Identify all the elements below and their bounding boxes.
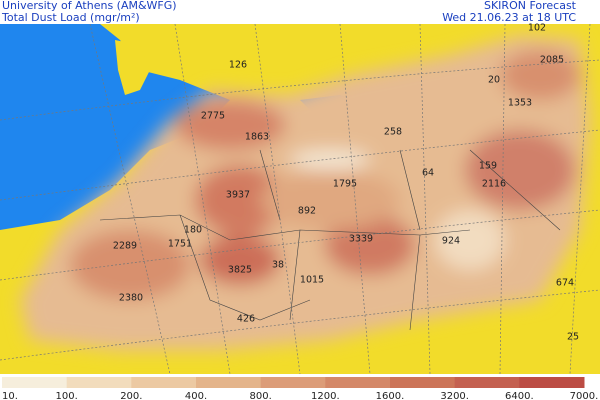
map-label: 3339: [349, 234, 373, 245]
colorbar-segment: [2, 377, 68, 388]
map-label: 1751: [168, 239, 192, 250]
institution: University of Athens (AM&WFG): [2, 0, 177, 12]
dust-field: [20, 35, 590, 350]
map-label: 924: [442, 236, 460, 247]
britain: [115, 40, 150, 95]
map-label: 20: [488, 75, 500, 86]
map-label: 674: [556, 278, 574, 289]
colorbar: 10. 100. 200. 400. 800. 1200. 1600. 3200. 6400. 7…: [2, 377, 598, 400]
model: SKIRON Forecast: [484, 0, 577, 12]
map-label: 258: [384, 127, 402, 138]
colorbar-segment: [66, 377, 132, 388]
map-label: 3937: [226, 190, 250, 201]
map-label: 102: [528, 23, 546, 34]
colorbar-segment: [390, 377, 456, 388]
colorbar-segment: [454, 377, 520, 388]
colorbar-label: 1200.: [311, 391, 340, 400]
colorbar-label: 800.: [250, 391, 272, 400]
map-label: 3825: [228, 265, 252, 276]
map-label: 126: [229, 60, 247, 71]
date: Wed 21.06.23 at 18 UTC: [442, 11, 576, 24]
colorbar-label: 1600.: [376, 391, 405, 400]
colorbar-label: 7000.: [570, 391, 599, 400]
map-labels: 102 2085 126 20 1353 2775 1863 258 159 64 2116 1795…: [113, 23, 579, 343]
map-label: 64: [422, 168, 434, 179]
colorbar-segment: [260, 377, 326, 388]
title: Total Dust Load (mgr/m²): [1, 11, 140, 24]
borders: [99, 149, 561, 331]
map-label: 2289: [113, 241, 137, 252]
map-label: 180: [184, 225, 202, 236]
graticule: [0, 24, 600, 374]
colorbar-label: 6400.: [505, 391, 534, 400]
map-label: 25: [567, 332, 579, 343]
map-label: 159: [479, 161, 497, 172]
colorbar-label: 10.: [2, 391, 18, 400]
map-label: 38: [272, 260, 284, 271]
colorbar-label: 3200.: [440, 391, 469, 400]
map-label: 1795: [333, 179, 357, 190]
map-label: 2775: [201, 111, 225, 122]
colorbar-label: 400.: [185, 391, 207, 400]
map-label: 1863: [245, 132, 269, 143]
map-label: 1353: [508, 98, 532, 109]
map-area: [0, 24, 600, 374]
colorbar-label: 200.: [120, 391, 142, 400]
colorbar-segment: [131, 377, 197, 388]
map-label: 426: [237, 314, 255, 325]
map-label: 892: [298, 206, 316, 217]
colorbar-segment: [325, 377, 391, 388]
map-label: 1015: [300, 275, 324, 286]
map-label: 2380: [119, 293, 143, 304]
colorbar-label: 100.: [56, 391, 78, 400]
colorbar-segment: [519, 377, 585, 388]
map-label: 2085: [540, 55, 564, 66]
map-label: 2116: [482, 179, 506, 190]
colorbar-segment: [196, 377, 262, 388]
